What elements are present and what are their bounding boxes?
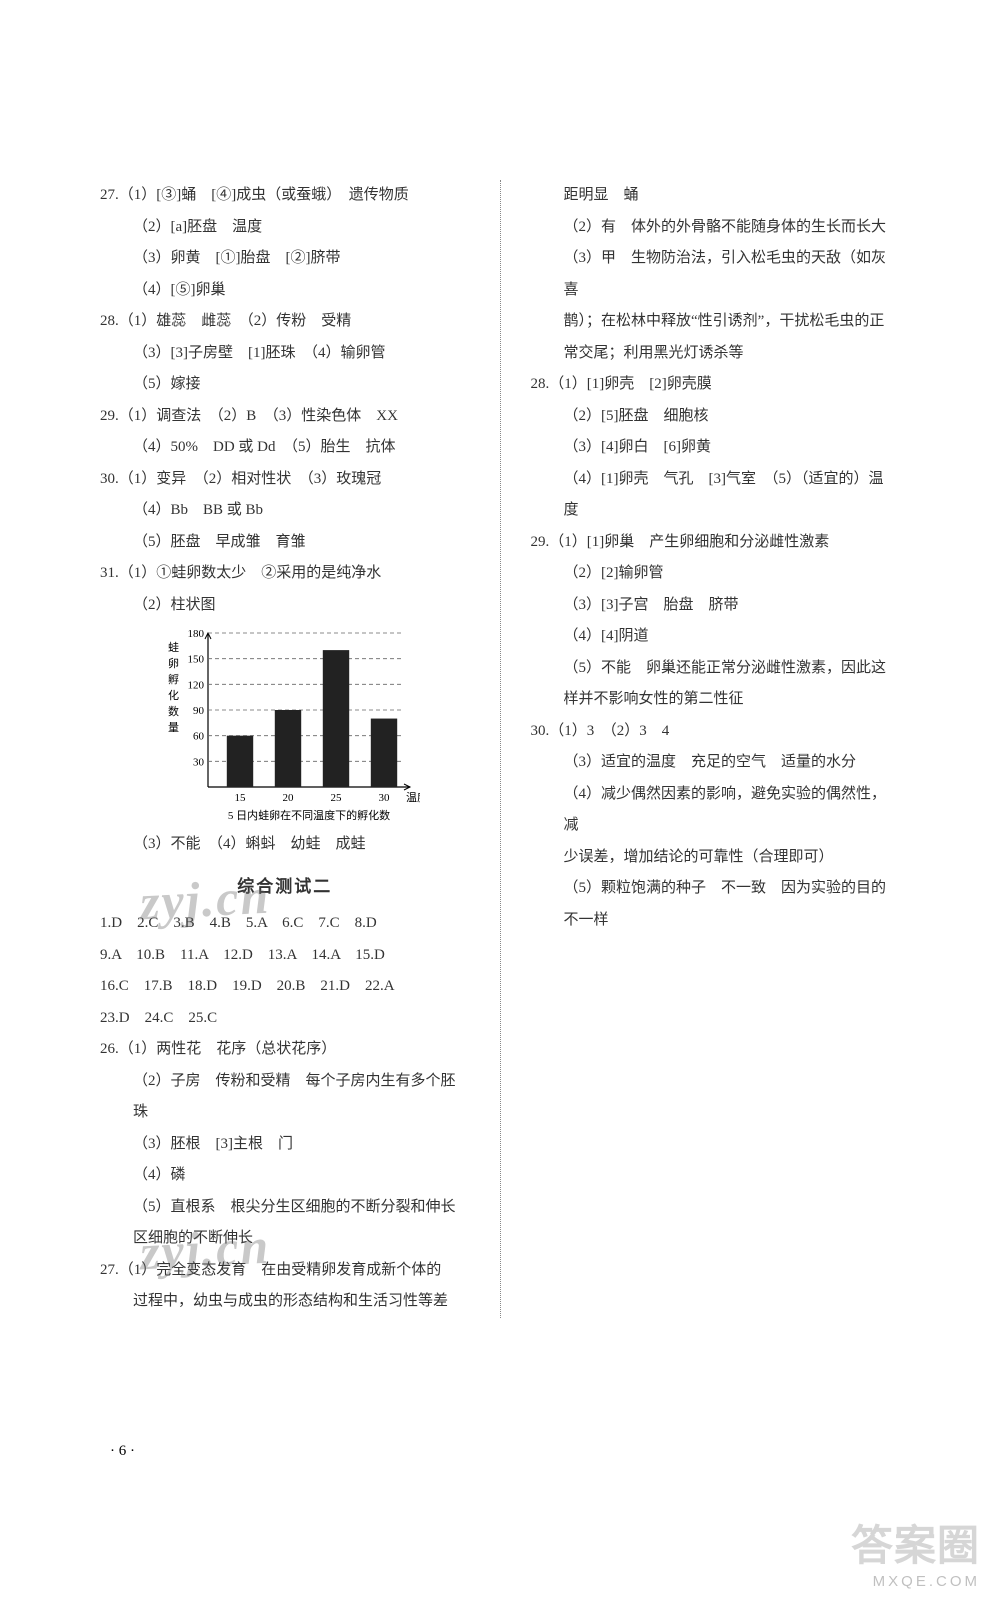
q28-3: （5）嫁接 [100, 369, 470, 401]
svg-text:蛙: 蛙 [168, 641, 179, 654]
q26b-1: 26.（1）两性花 花序（总状花序） [100, 1034, 470, 1066]
q27b-2: 过程中，幼虫与成虫的形态结构和生活习性等差 [100, 1286, 470, 1318]
q27-1: 27.（1）[③]蛹 [④]成虫（或蚕蛾） 遗传物质 [100, 180, 470, 212]
svg-text:60: 60 [193, 731, 205, 743]
svg-text:孵: 孵 [168, 672, 179, 686]
q26b-2b: 珠 [100, 1097, 470, 1129]
page: 27.（1）[③]蛹 [④]成虫（或蚕蛾） 遗传物质 （2）[a]胚盘 温度 （… [0, 0, 1000, 1600]
q28-2: （3）[3]子房壁 [1]胚珠 （4）输卵管 [100, 338, 470, 370]
q27-3: （3）卵黄 [①]胎盘 [②]脐带 [100, 243, 470, 275]
r27-2: （2）有 体外的外骨骼不能随身体的生长而长大 [531, 212, 901, 244]
q30-2: （4）Bb BB 或 Bb [100, 495, 470, 527]
left-column: 27.（1）[③]蛹 [④]成虫（或蚕蛾） 遗传物质 （2）[a]胚盘 温度 （… [100, 180, 470, 1318]
q27-2: （2）[a]胚盘 温度 [100, 212, 470, 244]
two-column-layout: 27.（1）[③]蛹 [④]成虫（或蚕蛾） 遗传物质 （2）[a]胚盘 温度 （… [100, 180, 900, 1318]
svg-text:卵: 卵 [168, 657, 179, 670]
bar-chart: 蛙卵孵化数量 30 60 90 120 150 180 15 20 25 30 温度/℃ 5 日内蛙卵在… [160, 625, 470, 825]
r28-1: 28.（1）[1]卵壳 [2]卵壳膜 [531, 369, 901, 401]
q29-2: （4）50% DD 或 Dd （5）胎生 抗体 [100, 432, 470, 464]
q31-3: （3）不能 （4）蝌蚪 幼蛙 成蛙 [100, 829, 470, 861]
page-number: · 6 · [110, 1443, 135, 1460]
r29-1: 29.（1）[1]卵巢 产生卵细胞和分泌雌性激素 [531, 527, 901, 559]
svg-text:数: 数 [168, 705, 179, 718]
svg-text:30: 30 [379, 792, 391, 804]
q29-1: 29.（1）调查法 （2）B （3）性染色体 XX [100, 401, 470, 433]
svg-text:30: 30 [193, 756, 205, 768]
r28-4b: 度 [531, 495, 901, 527]
svg-text:15: 15 [235, 792, 247, 804]
q30-3: （5）胚盘 早成雏 育雏 [100, 527, 470, 559]
mcq-r1: 1.D 2.C 3.B 4.B 5.A 6.C 7.C 8.D [100, 908, 470, 940]
svg-text:温度/℃: 温度/℃ [406, 790, 420, 804]
q27b-1: 27.（1）完全变态发育 在由受精卵发育成新个体的 [100, 1255, 470, 1287]
mcq-r2: 9.A 10.B 11.A 12.D 13.A 14.A 15.D [100, 940, 470, 972]
q26b-4: （4）磷 [100, 1160, 470, 1192]
q28-1: 28.（1）雄蕊 雌蕊 （2）传粉 受精 [100, 306, 470, 338]
r29-5: （5）不能 卵巢还能正常分泌雌性激素，因此这 [531, 653, 901, 685]
r27-3b: 鹊）；在松林中释放“性引诱剂”，干扰松毛虫的正 [531, 306, 901, 338]
footer-watermark: 答案圈 MXQE.COM [851, 1512, 980, 1590]
svg-text:25: 25 [331, 792, 343, 804]
mcq-r4: 23.D 24.C 25.C [100, 1003, 470, 1035]
r29-2: （2）[2]输卵管 [531, 558, 901, 590]
q26b-2: （2）子房 传粉和受精 每个子房内生有多个胚 [100, 1066, 470, 1098]
r29-3: （3）[3]子宫 胎盘 脐带 [531, 590, 901, 622]
r28-4: （4）[1]卵壳 气孔 [3]气室 （5）（适宜的）温 [531, 464, 901, 496]
svg-text:150: 150 [188, 654, 205, 666]
column-divider [500, 180, 501, 1318]
svg-text:5 日内蛙卵在不同温度下的孵化数: 5 日内蛙卵在不同温度下的孵化数 [228, 808, 390, 822]
q26b-5b: 区细胞的不断伸长 [100, 1223, 470, 1255]
r27-3: （3）甲 生物防治法，引入松毛虫的天敌（如灰喜 [531, 243, 901, 306]
svg-text:量: 量 [168, 721, 179, 734]
r30-4: （5）颗粒饱满的种子 不一致 因为实验的目的 [531, 873, 901, 905]
r30-2: （3）适宜的温度 充足的空气 适量的水分 [531, 747, 901, 779]
right-column: 距明显 蛹 （2）有 体外的外骨骼不能随身体的生长而长大 （3）甲 生物防治法，… [531, 180, 901, 1318]
q26b-5: （5）直根系 根尖分生区细胞的不断分裂和伸长 [100, 1192, 470, 1224]
mcq-r3: 16.C 17.B 18.D 19.D 20.B 21.D 22.A [100, 971, 470, 1003]
svg-text:120: 120 [188, 679, 205, 691]
q31-1: 31.（1）①蛙卵数太少 ②采用的是纯净水 [100, 558, 470, 590]
q30-1: 30.（1）变异 （2）相对性状 （3）玫瑰冠 [100, 464, 470, 496]
footer-small: MXQE.COM [851, 1573, 980, 1590]
r30-4b: 不一样 [531, 905, 901, 937]
q26b-3: （3）胚根 [3]主根 门 [100, 1129, 470, 1161]
r29-4: （4）[4]阴道 [531, 621, 901, 653]
r30-1: 30.（1）3 （2）3 4 [531, 716, 901, 748]
r27-1: 距明显 蛹 [531, 180, 901, 212]
r27-3c: 常交尾；利用黑光灯诱杀等 [531, 338, 901, 370]
r29-5b: 样并不影响女性的第二性征 [531, 684, 901, 716]
svg-text:20: 20 [283, 792, 295, 804]
r28-2: （2）[5]胚盘 细胞核 [531, 401, 901, 433]
svg-text:化: 化 [168, 688, 179, 702]
q31-2: （2）柱状图 [100, 590, 470, 622]
section-title: 综合测试二 [100, 869, 470, 905]
r30-3b: 少误差，增加结论的可靠性（合理即可） [531, 842, 901, 874]
q27-4: （4）[⑤]卵巢 [100, 275, 470, 307]
svg-text:90: 90 [193, 705, 205, 717]
svg-text:180: 180 [188, 628, 205, 640]
r28-3: （3）[4]卵白 [6]卵黄 [531, 432, 901, 464]
footer-big: 答案圈 [851, 1512, 980, 1573]
r30-3: （4）减少偶然因素的影响，避免实验的偶然性，减 [531, 779, 901, 842]
